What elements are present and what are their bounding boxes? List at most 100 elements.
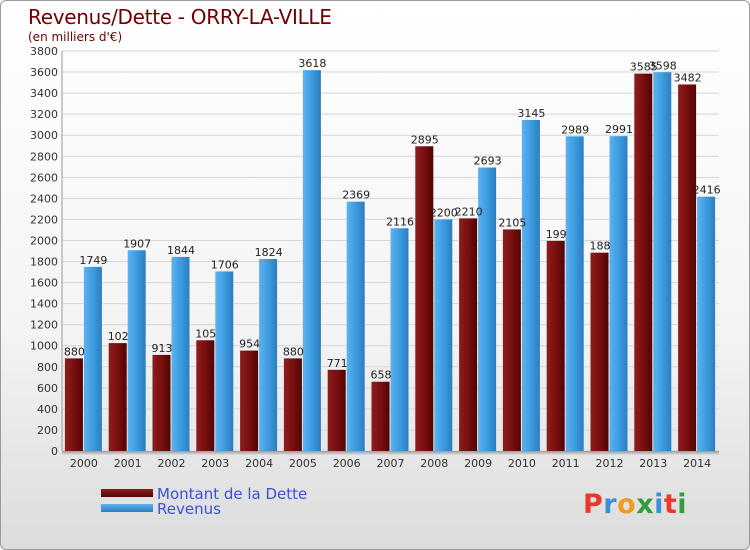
revenue-bar: [434, 219, 453, 451]
revenue-bar: [302, 70, 321, 451]
revenue-value-label: 2693: [474, 155, 502, 168]
y-tick-label: 600: [37, 382, 58, 395]
x-tick-label: 2012: [596, 457, 624, 470]
revenue-value-label: 2200: [430, 206, 458, 219]
debt-value-label: 880: [283, 345, 304, 358]
revenue-bar: [697, 196, 716, 451]
y-tick-label: 2200: [30, 213, 58, 226]
debt-bar: [459, 218, 478, 451]
revenue-bar: [565, 136, 584, 452]
debt-bar: [678, 84, 697, 451]
y-tick-label: 0: [51, 445, 58, 458]
y-tick-label: 1200: [30, 319, 58, 332]
y-tick-label: 200: [37, 424, 58, 437]
revenue-bar: [478, 167, 497, 452]
debt-value-label: 2210: [455, 205, 483, 218]
logo-letter: x: [636, 489, 655, 520]
debt-value-label: 880: [64, 345, 85, 358]
revenue-bar: [390, 228, 409, 451]
y-tick-label: 1600: [30, 277, 58, 290]
y-tick-label: 3600: [30, 66, 58, 79]
revenue-value-label: 2369: [342, 189, 370, 202]
revenue-value-label: 1907: [123, 237, 151, 250]
x-tick-label: 2009: [464, 457, 492, 470]
y-tick-label: 2400: [30, 192, 58, 205]
revenue-bar: [653, 72, 672, 452]
revenue-value-label: 1749: [79, 254, 107, 267]
x-tick-label: 2011: [552, 457, 580, 470]
x-tick-label: 2000: [70, 457, 98, 470]
y-tick-label: 2800: [30, 150, 58, 163]
y-tick-label: 2000: [30, 234, 58, 247]
revenue-value-label: 1706: [211, 258, 239, 271]
y-tick-label: 2600: [30, 171, 58, 184]
debt-value-label: 199: [546, 228, 567, 241]
revenue-bar: [127, 250, 146, 451]
revenue-bar: [521, 119, 540, 452]
legend-swatch-revenue: [101, 504, 153, 512]
debt-value-label: 188: [590, 240, 611, 253]
revenue-bar: [215, 271, 234, 451]
axes: 0 200 400 600 800 1000 1200 1400 1600 1800 2000 220…: [30, 45, 719, 470]
revenue-bar: [171, 256, 190, 451]
bars: [64, 70, 716, 452]
x-tick-label: 2014: [683, 457, 711, 470]
x-tick-label: 2004: [245, 457, 273, 470]
revenue-value-label: 3618: [298, 57, 326, 70]
x-tick-label: 2013: [639, 457, 667, 470]
x-axis-floor: [62, 451, 719, 455]
revenue-bar: [83, 266, 102, 451]
legend-label-debt: Montant de la Dette: [157, 485, 308, 503]
y-tick-label: 3400: [30, 87, 58, 100]
revenue-bar: [259, 259, 278, 451]
debt-value-label: 105: [195, 327, 216, 340]
revenue-value-label: 2116: [386, 215, 414, 228]
debt-bar: [152, 354, 171, 451]
revenue-value-label: 2989: [561, 123, 589, 136]
debt-value-label: 3585: [630, 61, 658, 74]
revenue-value-label: 2416: [693, 184, 721, 197]
y-tick-label: 1400: [30, 298, 58, 311]
debt-bar: [634, 73, 653, 451]
logo-letter: o: [617, 489, 637, 520]
x-tick-label: 2010: [508, 457, 536, 470]
y-tick-label: 3800: [30, 45, 58, 58]
debt-value-label: 954: [239, 338, 260, 351]
debt-bar: [546, 240, 565, 451]
revenue-value-label: 2991: [605, 123, 633, 136]
y-tick-label: 800: [37, 361, 58, 374]
y-tick-label: 1800: [30, 256, 58, 269]
debt-bar: [327, 369, 346, 451]
x-tick-label: 2006: [333, 457, 361, 470]
revenue-value-label: 1844: [167, 244, 195, 257]
x-tick-label: 2005: [289, 457, 317, 470]
revenue-bar: [346, 201, 365, 451]
y-tick-label: 400: [37, 403, 58, 416]
debt-bar: [240, 350, 259, 451]
debt-bar: [415, 146, 434, 451]
revenue-value-label: 1824: [255, 246, 283, 259]
y-tick-label: 1000: [30, 340, 58, 353]
legend-label-revenue: Revenus: [157, 500, 221, 518]
legend-swatch-debt: [101, 489, 153, 497]
x-tick-label: 2007: [377, 457, 405, 470]
logo-letter: i: [677, 489, 688, 520]
value-labels: 880 1749 102 1907 913 1844 105 1706 954 1824 880 36…: [64, 57, 721, 382]
debt-value-label: 658: [371, 369, 392, 382]
debt-value-label: 771: [327, 357, 348, 370]
x-tick-label: 2008: [420, 457, 448, 470]
debt-bar: [590, 252, 609, 451]
logo-letter: t: [663, 489, 678, 520]
revenue-bar: [609, 136, 628, 451]
y-tick-label: 3000: [30, 129, 58, 142]
logo-letter: P: [583, 489, 604, 520]
debt-bar: [196, 340, 215, 451]
logo-letter: r: [603, 489, 618, 520]
debt-bar: [64, 358, 83, 451]
debt-value-label: 2895: [411, 133, 439, 146]
chart-subtitle: (en milliers d'€): [28, 30, 123, 44]
debt-bar: [283, 358, 302, 451]
x-tick-label: 2002: [158, 457, 186, 470]
